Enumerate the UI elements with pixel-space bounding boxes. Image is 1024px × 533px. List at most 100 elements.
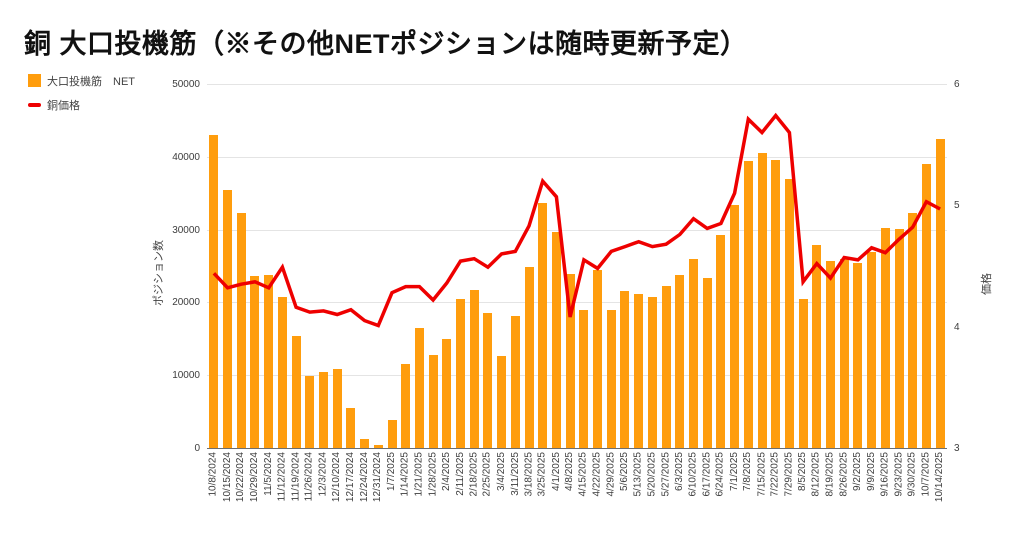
bar-net-position [730, 204, 740, 448]
x-axis-label: 8/12/2025 [810, 452, 822, 497]
bar-net-position [401, 364, 411, 448]
right-axis-tick-label: 6 [954, 79, 960, 90]
x-axis-label: 4/8/2025 [564, 452, 576, 491]
x-axis-label: 1/28/2025 [427, 452, 439, 497]
bar-net-position [209, 134, 219, 448]
x-axis-label: 5/20/2025 [646, 452, 658, 497]
price-line-layer [212, 112, 941, 328]
bar-net-position [223, 190, 233, 448]
bar-net-position [551, 231, 561, 448]
bar-net-position [469, 290, 479, 448]
left-axis-tick-label: 0 [194, 443, 200, 454]
bar-net-position [442, 338, 452, 448]
x-axis-label: 10/7/2025 [920, 452, 932, 497]
x-axis-label: 9/16/2025 [879, 452, 891, 497]
x-axis-label: 12/17/2024 [344, 452, 356, 503]
legend-label: 銅価格 [47, 99, 80, 112]
bar-net-position [771, 160, 781, 448]
bar-net-position [524, 266, 534, 448]
bar-net-position [360, 438, 370, 448]
x-axis-label: 9/2/2025 [851, 452, 863, 491]
x-axis-label: 4/29/2025 [605, 452, 617, 497]
x-axis-label: 12/31/2024 [372, 452, 384, 503]
x-axis-label: 3/18/2025 [523, 452, 535, 497]
x-axis-label: 6/17/2025 [701, 452, 713, 497]
bar-net-position [826, 260, 836, 448]
bar-net-position [414, 327, 424, 448]
x-axis-label: 7/8/2025 [742, 452, 754, 491]
gridline [207, 84, 947, 85]
bar-net-position [346, 407, 356, 448]
x-axis-label: 8/26/2025 [838, 452, 850, 497]
x-axis-label: 4/15/2025 [577, 452, 589, 497]
bar-net-position [373, 445, 383, 448]
bar-net-position [332, 369, 342, 448]
bar-net-position [688, 258, 698, 448]
x-axis-label: 3/11/2025 [509, 452, 521, 496]
bar-net-position [565, 274, 575, 448]
bar-net-position [702, 277, 712, 448]
gridline [207, 375, 947, 377]
x-axis-label: 5/13/2025 [632, 452, 644, 497]
plot-area [207, 84, 947, 449]
bar-net-position [236, 212, 246, 448]
bar-net-position [798, 299, 808, 448]
x-axis-label: 10/14/2025 [934, 452, 946, 503]
bar-net-position [894, 228, 904, 448]
x-axis-label: 8/19/2025 [824, 452, 836, 497]
gridline [207, 229, 947, 231]
bar-net-position [784, 179, 794, 448]
x-axis-label: 7/29/2025 [783, 452, 795, 497]
x-axis-label: 1/14/2025 [399, 452, 411, 497]
bar-net-position [921, 164, 931, 448]
x-axis-label: 12/24/2024 [358, 452, 370, 503]
bar-net-position [812, 244, 822, 448]
x-axis-label: 2/18/2025 [468, 452, 480, 497]
x-axis-label: 10/15/2024 [221, 452, 233, 503]
bar-net-position [264, 275, 274, 448]
bar-net-position [757, 153, 767, 448]
x-axis-label: 1/7/2025 [386, 452, 397, 491]
right-axis-tick-label: 3 [954, 443, 960, 454]
bar-net-position [593, 270, 603, 448]
x-axis-label: 7/22/2025 [769, 452, 781, 497]
bar-net-position [456, 298, 466, 448]
gridline [207, 302, 947, 304]
x-axis-label: 11/12/2024 [276, 452, 288, 502]
chart-title: 銅 大口投機筋（※その他NETポジションは随時更新予定） [24, 29, 748, 59]
bar-net-position [716, 235, 726, 448]
bar-net-position [250, 276, 260, 448]
bar-net-position [908, 212, 918, 448]
right-axis-title: 価格 [981, 273, 993, 295]
x-axis-label: 2/4/2025 [440, 452, 452, 491]
left-axis-tick-label: 30000 [172, 224, 200, 236]
x-axis-label: 9/23/2025 [893, 452, 905, 497]
x-axis-label: 11/26/2024 [303, 452, 315, 502]
legend: 大口投機筋 NET 銅価格 [28, 74, 135, 122]
x-axis-label: 6/3/2025 [673, 452, 685, 491]
bar-net-position [291, 335, 301, 448]
left-axis-tick-label: 10000 [172, 370, 200, 382]
copper-price-line [212, 112, 941, 328]
x-axis-label: 2/11/2025 [454, 452, 466, 496]
bar-net-position [277, 297, 287, 448]
x-axis-label: 2/25/2025 [481, 452, 493, 497]
x-axis-label: 3/4/2025 [495, 452, 507, 491]
x-axis-baseline [207, 448, 947, 449]
x-axis-label: 8/5/2025 [797, 452, 809, 491]
legend-label: 大口投機筋 NET [47, 75, 135, 88]
bar-net-position [538, 202, 548, 448]
bar-net-position [839, 258, 849, 448]
bar-net-position [497, 356, 507, 448]
right-axis-tick-label: 5 [954, 200, 960, 212]
x-axis-label: 6/24/2025 [714, 452, 726, 497]
bar-net-position [880, 228, 890, 448]
x-axis-label: 9/30/2025 [906, 452, 918, 497]
legend-item-bar: 大口投機筋 NET [28, 74, 135, 88]
bar-net-position [647, 297, 657, 448]
x-axis-label: 10/29/2024 [248, 452, 260, 503]
line-swatch-icon [28, 102, 41, 107]
x-axis-label: 11/5/2024 [262, 452, 274, 496]
left-axis-tick-label: 40000 [172, 151, 200, 163]
